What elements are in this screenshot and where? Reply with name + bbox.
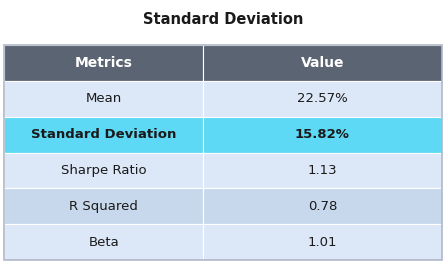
- Text: Sharpe Ratio: Sharpe Ratio: [61, 164, 147, 177]
- Text: Mean: Mean: [86, 92, 122, 105]
- Text: Value: Value: [301, 56, 344, 70]
- Text: 15.82%: 15.82%: [295, 128, 350, 141]
- Text: 22.57%: 22.57%: [297, 92, 348, 105]
- Text: 1.01: 1.01: [308, 236, 337, 249]
- Text: Standard Deviation: Standard Deviation: [31, 128, 177, 141]
- Text: R Squared: R Squared: [70, 200, 138, 213]
- Text: 0.78: 0.78: [308, 200, 337, 213]
- Text: Standard Deviation: Standard Deviation: [143, 12, 303, 27]
- Text: Beta: Beta: [88, 236, 119, 249]
- Text: Metrics: Metrics: [75, 56, 133, 70]
- Text: 1.13: 1.13: [308, 164, 337, 177]
